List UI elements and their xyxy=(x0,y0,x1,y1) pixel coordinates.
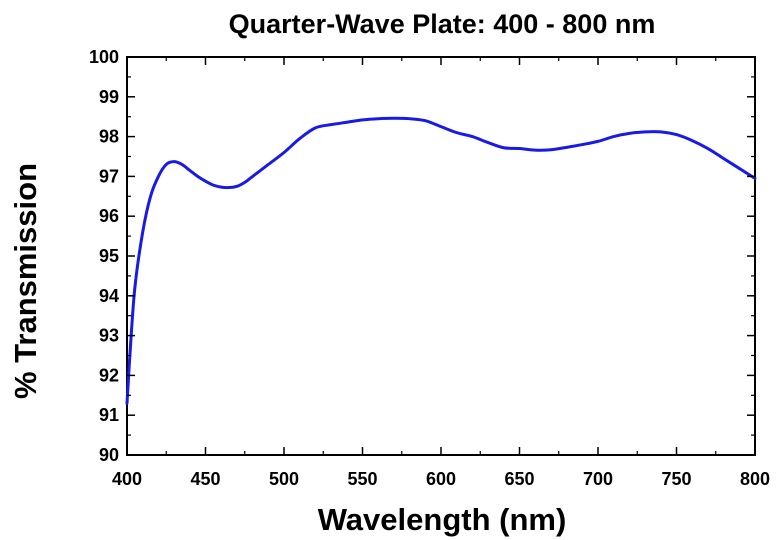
y-tick-label: 95 xyxy=(99,246,119,266)
x-tick-label: 700 xyxy=(583,469,613,489)
x-tick-label: 450 xyxy=(190,469,220,489)
y-tick-label: 92 xyxy=(99,365,119,385)
plot-area xyxy=(125,56,757,456)
x-tick-label: 650 xyxy=(504,469,534,489)
y-axis-ticks: 90 91 92 93 94 95 96 97 98 99 100 xyxy=(89,47,755,465)
transmission-series-line xyxy=(125,116,757,405)
chart-title: Quarter-Wave Plate: 400 - 800 nm xyxy=(229,9,656,39)
x-tick-label: 500 xyxy=(269,469,299,489)
y-tick-label: 100 xyxy=(89,47,119,67)
y-tick-label: 99 xyxy=(99,87,119,107)
y-tick-label: 91 xyxy=(99,405,119,425)
x-axis-label: Wavelength (nm) xyxy=(318,502,567,537)
y-axis-label: % Transmission xyxy=(8,163,43,399)
y-tick-label: 96 xyxy=(99,206,119,226)
y-tick-label: 98 xyxy=(99,127,119,147)
y-tick-label: 94 xyxy=(99,286,119,306)
x-tick-label: 750 xyxy=(661,469,691,489)
y-tick-label: 93 xyxy=(99,326,119,346)
x-tick-label: 550 xyxy=(347,469,377,489)
x-tick-label: 800 xyxy=(740,469,770,489)
x-tick-label: 600 xyxy=(426,469,456,489)
plot-frame xyxy=(126,56,756,456)
y-tick-label: 97 xyxy=(99,166,119,186)
x-axis-ticks: 400 450 500 550 600 650 700 750 800 xyxy=(112,57,770,489)
y-tick-label: 90 xyxy=(99,445,119,465)
x-tick-label: 400 xyxy=(112,469,142,489)
